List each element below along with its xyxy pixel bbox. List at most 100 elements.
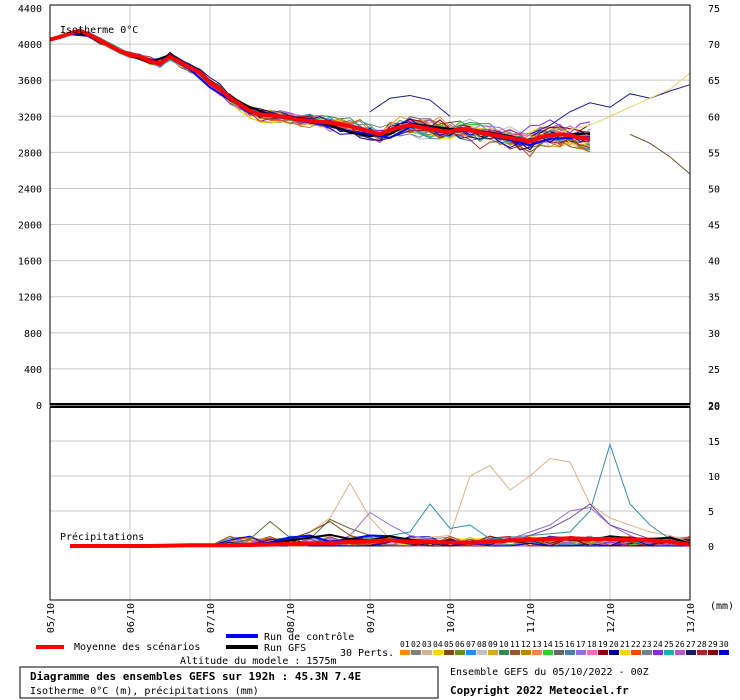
member-swatch [686,650,696,655]
member-precip-spike [449,442,691,546]
member-number: 18 [587,640,597,649]
y2-tick-label: 75 [708,4,720,15]
member-swatch [455,650,465,655]
main-series-layer [49,28,691,548]
isotherme-title: Isotherme 0°C [60,25,138,36]
member-swatch [477,650,487,655]
y2-tick-label: 70 [708,40,720,51]
member-swatch [433,650,443,655]
member-number: 30 [719,640,729,649]
y2-tick-label: 30 [708,329,720,340]
legend-control-label: Run de contrôle [264,631,354,643]
perts-label: 30 Perts. [340,648,394,659]
control-isotherm-line [49,33,591,147]
member-swatch [653,650,663,655]
member-number: 13 [532,640,542,649]
grid-layer [50,5,690,600]
member-number: 14 [543,640,553,649]
member-number: 17 [576,640,586,649]
legend-gfs-label: Run GFS [264,643,306,654]
member-number: 25 [664,640,674,649]
precip-tick-label: 15 [708,437,720,448]
y2-tick-label: 65 [708,76,720,87]
member-number: 09 [488,640,498,649]
y-tick-label-iso: 4000 [18,40,42,51]
member-swatch [521,650,531,655]
y-tick-label-iso: 3200 [18,112,42,123]
legend-mean-label: Moyenne des scénarios [74,641,200,653]
member-number: 02 [411,640,421,649]
info-box-title: Diagramme des ensembles GEFS sur 192h : … [30,670,361,683]
member-swatch [609,650,619,655]
member-number: 24 [653,640,663,649]
member-swatch [664,650,674,655]
y2-tick-label: 50 [708,184,720,195]
frame-layer [49,4,691,601]
x-tick-label: 08/10 [286,603,297,633]
member-number: 21 [620,640,630,649]
member-isotherm-line [49,30,591,147]
y2-tick-label: 60 [708,112,720,123]
member-swatch [444,650,454,655]
member-number: 15 [554,640,564,649]
x-tick-label: 07/10 [206,603,217,633]
member-isotherm-line [49,30,591,146]
member-number: 06 [455,640,465,649]
member-precip-spike [289,457,691,547]
y-tick-label-iso: 4400 [18,4,42,15]
member-isotherm-line [49,30,591,146]
member-swatch [532,650,542,655]
y2-tick-label: 20 [708,401,720,412]
member-number: 26 [675,640,685,649]
member-isotherm-line [49,30,591,146]
x-tick-label: 10/10 [446,603,457,633]
member-swatch [675,650,685,655]
member-swatch [620,650,630,655]
y-tick-label-iso: 1600 [18,257,42,268]
y2-tick-label: 55 [708,148,720,159]
member-precip-spike [229,518,391,545]
member-number: 07 [466,640,476,649]
member-swatch [631,650,641,655]
member-swatch [587,650,597,655]
y2-tick-label: 40 [708,257,720,268]
altitude-label: Altitude du modele : 1575m [180,656,337,667]
mean-precip-line [70,536,691,548]
members-legend: 01 02 03 04 05 06 07 08 09 10 11 12 13 14 15 16 17 18 19 20… [400,640,729,655]
member-number: 11 [510,640,520,649]
info-box [19,666,439,699]
member-number: 10 [499,640,509,649]
y-tick-label-iso: 2800 [18,148,42,159]
member-number: 28 [697,640,707,649]
mm-unit-label: (mm) [710,601,734,612]
x-tick-label: 12/10 [606,603,617,633]
precip-tick-label: 0 [708,542,714,553]
member-precip-spike [509,503,671,543]
member-isotherm-line [49,31,591,146]
tick-labels-layer: 05/10 06/10 07/10 08/10 09/10 10/10 11/10 12/10… [18,4,720,633]
x-tick-label: 11/10 [526,603,537,633]
member-number: 03 [422,640,432,649]
member-precip-spike [269,520,371,544]
member-swatch [510,650,520,655]
y-tick-label-iso: 800 [24,329,42,340]
member-swatch [708,650,718,655]
member-number: 12 [521,640,531,649]
y-tick-label-iso: 400 [24,365,42,376]
member-swatch [554,650,564,655]
member-swatch [719,650,729,655]
member-number: 01 [400,640,410,649]
member-number: 23 [642,640,652,649]
x-tick-label: 05/10 [46,603,57,633]
precip-tick-label: 10 [708,472,720,483]
ensemble-info: Ensemble GEFS du 05/10/2022 - 00Z [450,667,649,678]
member-swatch [543,650,553,655]
member-number: 04 [433,640,443,649]
member-number: 16 [565,640,575,649]
y-tick-label-iso: 3600 [18,76,42,87]
member-swatch [400,650,410,655]
info-box-subtitle: Isotherme 0°C (m), précipitations (mm) [30,685,259,697]
x-tick-label: 09/10 [366,603,377,633]
x-tick-label: 13/10 [686,603,697,633]
